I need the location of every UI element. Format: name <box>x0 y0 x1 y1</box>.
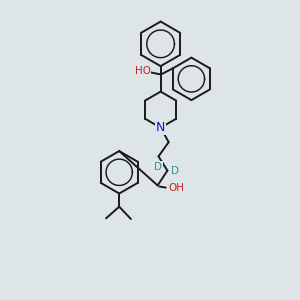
Text: D: D <box>154 162 163 172</box>
Text: OH: OH <box>169 183 185 193</box>
Text: N: N <box>156 121 165 134</box>
Text: HO: HO <box>135 66 151 76</box>
Text: D: D <box>172 166 179 176</box>
